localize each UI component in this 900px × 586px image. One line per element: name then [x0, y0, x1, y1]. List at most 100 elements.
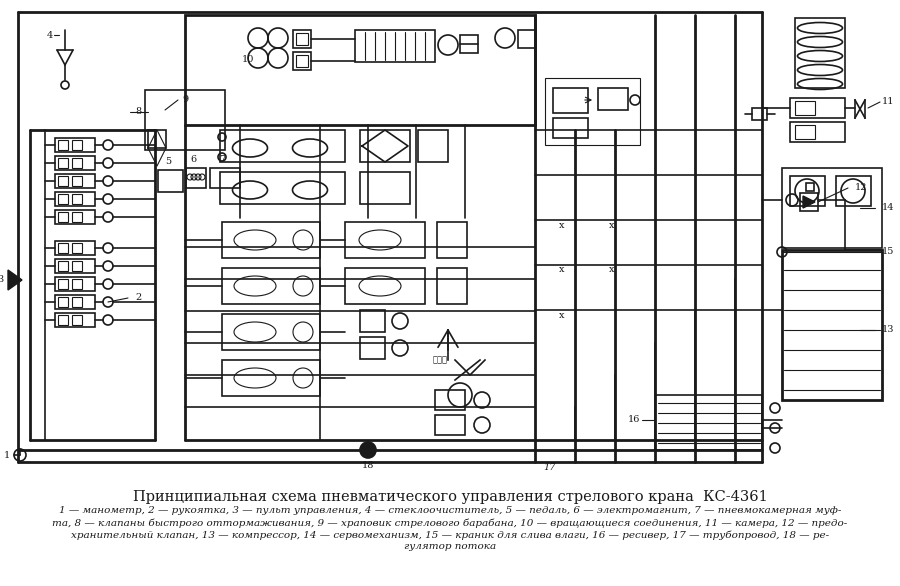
Bar: [437, 268, 467, 304]
Text: 8: 8: [135, 107, 141, 117]
Bar: [72, 176, 82, 186]
Text: 15: 15: [882, 247, 895, 257]
Bar: [58, 140, 68, 150]
Bar: [806, 183, 814, 191]
Bar: [293, 52, 311, 70]
Bar: [293, 30, 311, 48]
Text: 6: 6: [190, 155, 196, 165]
Bar: [55, 156, 95, 170]
Bar: [655, 395, 762, 450]
Bar: [220, 172, 345, 204]
Bar: [296, 33, 308, 45]
Bar: [210, 168, 240, 188]
Bar: [545, 78, 640, 145]
Text: 13: 13: [882, 325, 895, 335]
Bar: [790, 176, 825, 206]
Polygon shape: [803, 196, 815, 208]
Bar: [360, 310, 385, 332]
Bar: [72, 212, 82, 222]
Bar: [752, 108, 767, 120]
Bar: [185, 15, 535, 125]
Bar: [55, 277, 95, 291]
Bar: [795, 125, 815, 139]
Text: 18: 18: [362, 462, 374, 471]
Bar: [58, 243, 68, 253]
Bar: [518, 30, 536, 48]
Bar: [296, 55, 308, 67]
Text: 9: 9: [182, 96, 188, 104]
Bar: [360, 337, 385, 359]
Circle shape: [360, 442, 376, 458]
Text: хранительный клапан, 13 — компрессор, 14 — сервомеханизм, 15 — краник для слива : хранительный клапан, 13 — компрессор, 14…: [71, 530, 829, 540]
Bar: [58, 158, 68, 168]
Text: 14: 14: [882, 203, 895, 213]
Bar: [58, 315, 68, 325]
Bar: [72, 279, 82, 289]
Bar: [55, 192, 95, 206]
Bar: [553, 88, 588, 113]
Bar: [418, 130, 448, 162]
Text: 10: 10: [242, 56, 254, 64]
Bar: [72, 243, 82, 253]
Text: 2: 2: [135, 294, 141, 302]
Text: 16: 16: [627, 415, 640, 424]
Text: 4: 4: [47, 30, 53, 39]
Bar: [55, 210, 95, 224]
Bar: [598, 88, 628, 110]
Bar: [55, 174, 95, 188]
Bar: [782, 250, 882, 400]
Bar: [55, 295, 95, 309]
Bar: [55, 313, 95, 327]
Bar: [795, 18, 845, 88]
Text: Принципиальная схема пневматического управления стрелового крана  КС-4361: Принципиальная схема пневматического упр…: [132, 490, 768, 504]
Bar: [435, 415, 465, 435]
Text: 17: 17: [544, 464, 556, 472]
Bar: [148, 130, 166, 148]
Bar: [186, 168, 206, 188]
Bar: [437, 222, 467, 258]
Text: гулятор потока: гулятор потока: [404, 542, 496, 551]
Text: x: x: [559, 265, 565, 274]
Bar: [345, 268, 425, 304]
Bar: [790, 98, 845, 118]
Bar: [72, 158, 82, 168]
Text: ℑℑℑ: ℑℑℑ: [433, 356, 447, 364]
Bar: [222, 222, 320, 258]
Bar: [355, 30, 435, 62]
Bar: [795, 101, 815, 115]
Text: 5: 5: [165, 158, 171, 166]
Bar: [345, 222, 425, 258]
Bar: [58, 297, 68, 307]
Text: x: x: [559, 220, 565, 230]
Bar: [55, 241, 95, 255]
Bar: [158, 170, 183, 192]
Text: 1: 1: [4, 451, 10, 459]
Text: 3: 3: [0, 275, 4, 284]
Bar: [55, 259, 95, 273]
Text: x: x: [609, 220, 615, 230]
Bar: [360, 172, 410, 204]
Polygon shape: [8, 270, 22, 290]
Bar: [435, 390, 465, 410]
Bar: [836, 176, 871, 206]
Bar: [360, 130, 410, 162]
Bar: [553, 118, 588, 138]
Bar: [72, 315, 82, 325]
Bar: [72, 261, 82, 271]
Text: 1 — манометр, 2 — рукоятка, 3 — пульт управления, 4 — стеклоочиститель, 5 — педа: 1 — манометр, 2 — рукоятка, 3 — пульт уп…: [58, 506, 842, 515]
Bar: [145, 90, 225, 150]
Bar: [72, 297, 82, 307]
Bar: [72, 140, 82, 150]
Bar: [790, 122, 845, 142]
Text: 7: 7: [219, 155, 225, 165]
Bar: [58, 261, 68, 271]
Text: 11: 11: [882, 97, 895, 107]
Bar: [55, 138, 95, 152]
Bar: [222, 268, 320, 304]
Bar: [460, 35, 478, 53]
Bar: [220, 130, 345, 162]
Text: та, 8 — клапаны быстрого оттормаживания, 9 — храповик стрелового барабана, 10 — : та, 8 — клапаны быстрого оттормаживания,…: [52, 518, 848, 527]
Bar: [222, 360, 320, 396]
Bar: [800, 193, 818, 211]
Bar: [58, 176, 68, 186]
